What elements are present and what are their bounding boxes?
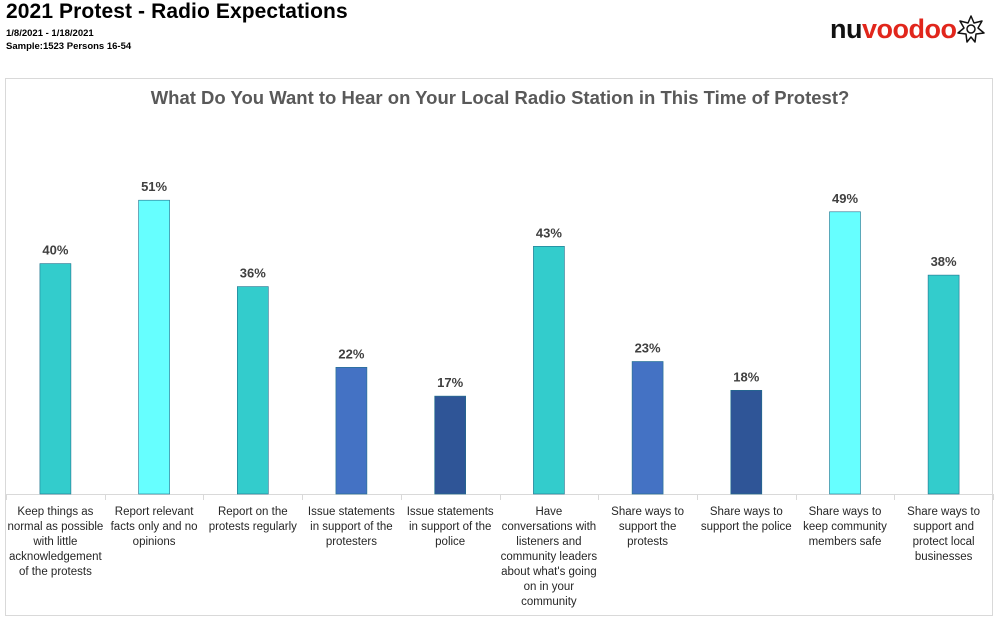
bar	[927, 274, 960, 495]
brand-logo: nuvoodoo	[830, 14, 957, 44]
category-label: Have conversations with listeners and co…	[500, 506, 598, 608]
data-label: 36%	[240, 266, 266, 281]
data-label: 49%	[832, 191, 858, 206]
category-label: Share ways to keep community members saf…	[803, 506, 887, 548]
category-label: Share ways to support the police	[700, 506, 792, 533]
data-label: 17%	[437, 375, 463, 390]
page-title: 2021 Protest - Radio Expectations	[6, 0, 348, 23]
data-label: 38%	[931, 254, 957, 269]
data-label: 18%	[733, 369, 759, 384]
category-label: Report relevant facts only and no opinio…	[110, 506, 198, 548]
data-label: 40%	[42, 243, 68, 258]
data-label: 23%	[635, 341, 661, 356]
data-label: 22%	[338, 346, 364, 361]
date-range: 1/8/2021 - 1/18/2021	[6, 28, 94, 39]
category-label: Keep things as normal as possible with l…	[7, 506, 104, 578]
bar	[39, 263, 72, 495]
chart-title: What Do You Want to Hear on Your Local R…	[150, 87, 850, 108]
category-label: Share ways to support the protests	[611, 506, 685, 548]
bar	[631, 361, 664, 495]
bar	[335, 366, 368, 495]
data-label: 43%	[536, 225, 562, 240]
category-label: Report on the protests regularly	[208, 506, 297, 533]
data-label: 51%	[141, 179, 167, 194]
chart-frame	[5, 78, 993, 616]
bar	[138, 199, 170, 495]
sample-info: Sample:1523 Persons 16-54	[6, 41, 132, 52]
category-label: Share ways to support and protect local …	[907, 506, 981, 563]
category-label: Issue statements in support of the prote…	[307, 506, 395, 548]
bar	[829, 211, 861, 495]
bar	[533, 246, 565, 495]
bar	[434, 395, 467, 495]
star-icon	[957, 15, 985, 43]
category-label: Issue statements in support of the polic…	[406, 506, 494, 548]
bar	[730, 389, 763, 495]
bar	[237, 286, 269, 495]
